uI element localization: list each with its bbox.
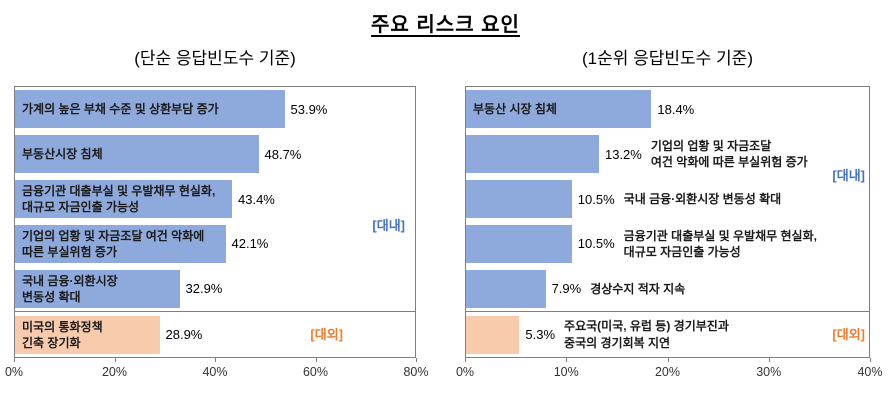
value-label: 42.1% [231, 236, 269, 252]
value-label: 5.3% [525, 327, 556, 343]
bar-row: 10.5% 금융기관 대출부실 및 우발채무 현실화, 대규모 자금인출 가능성 [466, 221, 869, 266]
category-label: 기업의 업황 및 자금조달 여건 악화에 따른 부실위험 증가 [650, 139, 808, 170]
axis-tick-label: 20% [654, 365, 681, 379]
category-label: 금융기관 대출부실 및 우발채무 현실화, 대규모 자금인출 가능성 [22, 183, 216, 215]
axis-tick-mark [14, 358, 15, 362]
domestic-tag: [대내] [372, 218, 405, 233]
value-label: 28.9% [165, 327, 203, 343]
category-label: 금융기관 대출부실 및 우발채무 현실화, 대규모 자금인출 가능성 [623, 228, 817, 259]
value-label: 48.7% [264, 146, 302, 162]
axis-tick-mark [566, 358, 568, 362]
bar-row: 28.9% 미국의 통화정책 긴축 장기화 [15, 311, 415, 357]
external-tag: [대외] [310, 327, 343, 342]
category-label: 주요국(미국, 유럽 등) 경기부진과 중국의 경기회복 지연 [564, 319, 729, 350]
bar-row: 43.4% 금융기관 대출부실 및 우발채무 현실화, 대규모 자금인출 가능성 [15, 177, 415, 222]
axis-tick-label: 20% [101, 365, 128, 379]
bar-row: 32.9% 국내 금융·외환시장 변동성 확대 [15, 266, 415, 311]
category-label: 기업의 업황 및 자금조달 여건 악화에 따른 부실위험 증가 [22, 228, 205, 259]
axis-tick-mark [416, 358, 417, 362]
bar-row: 48.7% 부동산시장 침체 [15, 132, 415, 177]
bar [466, 269, 546, 308]
axis-tick-mark [465, 358, 466, 362]
category-label: 가계의 높은 부채 수준 및 상환부담 증가 [22, 102, 219, 117]
external-tag: [대외] [832, 327, 865, 342]
bar-row: 42.1% 기업의 업황 및 자금조달 여건 악화에 따른 부실위험 증가 [15, 221, 415, 266]
chart-subtitle: (단순 응답빈도수 기준) [134, 49, 296, 68]
bar [466, 224, 572, 263]
bar [15, 90, 285, 129]
category-label: 경상수지 적자 지속 [590, 281, 686, 296]
bar [466, 315, 520, 354]
bar [466, 180, 572, 219]
x-axis: 0% 10% 20% 30% 40% [456, 358, 883, 382]
axis-tick-label: 80% [403, 365, 429, 379]
axis-tick-label: 0% [4, 365, 24, 379]
x-axis: 0% 20% 40% 60% 80% [5, 358, 429, 382]
bar-row: 7.9% 경상수지 적자 지속 [466, 266, 869, 311]
page-title: 주요 리스크 요인 [371, 14, 520, 36]
value-label: 53.9% [290, 101, 328, 117]
axis-tick-label: 10% [553, 365, 579, 379]
axis-tick-mark [768, 358, 770, 362]
bar [15, 135, 259, 174]
value-label: 10.5% [577, 236, 615, 252]
plot-area: [대내] [대외] 53.9% 가계의 높은 부채 수준 및 상환부담 증가 48.… [14, 86, 416, 358]
bar [15, 224, 226, 263]
axis-tick-label: 40% [202, 365, 228, 379]
domestic-tag: [대내] [832, 168, 865, 183]
bar-row: 10.5% 국내 금융·외환시장 변동성 확대 [466, 177, 869, 222]
bar-row: 13.2% 기업의 업황 및 자금조달 여건 악화에 따른 부실위험 증가 [466, 132, 869, 177]
chart-first-priority-frequency: (1순위 응답빈도수 기준) [대내] [대외] 18.4% 부동산 시장 침체 1… [456, 46, 883, 382]
value-label: 32.9% [185, 281, 223, 297]
value-label: 43.4% [238, 191, 275, 207]
chart-subtitle: (1순위 응답빈도수 기준) [582, 49, 753, 68]
category-label: 부동산 시장 침체 [473, 102, 557, 117]
value-label: 13.2% [604, 146, 642, 162]
bar [15, 269, 180, 308]
bar-row: 18.4% 부동산 시장 침체 [466, 87, 869, 132]
plot-area: [대내] [대외] 18.4% 부동산 시장 침체 13.2% 기업의 업황 및 자금… [465, 86, 870, 358]
bar [466, 90, 652, 129]
value-label: 7.9% [551, 281, 582, 297]
axis-tick-mark [667, 358, 669, 362]
axis-tick-label: 30% [756, 365, 782, 379]
value-label: 10.5% [577, 191, 615, 207]
axis-tick-mark [114, 358, 116, 362]
axis-tick-mark [870, 358, 871, 362]
category-label: 미국의 통화정책 긴축 장기화 [22, 319, 103, 350]
bar-row: 5.3% 주요국(미국, 유럽 등) 경기부진과 중국의 경기회복 지연 [466, 311, 869, 357]
bar-row: 53.9% 가계의 높은 부채 수준 및 상환부담 증가 [15, 87, 415, 132]
axis-tick-label: 60% [302, 365, 329, 379]
category-label: 부동산시장 침체 [22, 147, 103, 162]
category-label: 국내 금융·외환시장 변동성 확대 [623, 191, 782, 206]
bar [466, 135, 599, 174]
value-label: 18.4% [657, 101, 695, 117]
bar [15, 180, 232, 219]
category-label: 국내 금융·외환시장 변동성 확대 [22, 273, 118, 304]
axis-tick-mark [315, 358, 317, 362]
axis-tick-mark [215, 358, 216, 362]
chart-simple-frequency: (단순 응답빈도수 기준) [대내] [대외] 53.9% 가계의 높은 부채 수… [5, 46, 429, 382]
axis-tick-label: 40% [857, 365, 883, 379]
bar [15, 315, 160, 354]
axis-tick-label: 0% [455, 365, 475, 379]
